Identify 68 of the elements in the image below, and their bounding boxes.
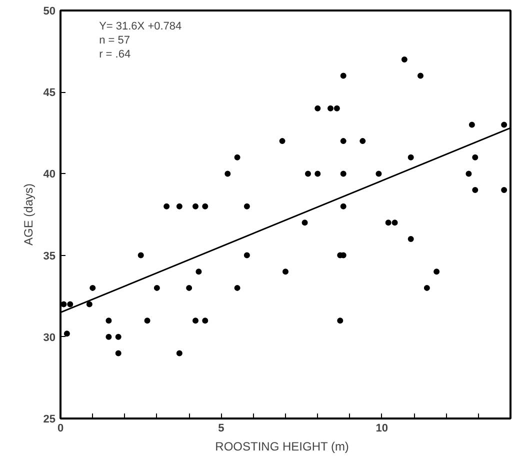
point (164, 203, 170, 210)
y-tick-label: 40 (43, 168, 56, 181)
x-tick-label: 5 (218, 422, 224, 434)
point (106, 334, 112, 340)
point (408, 154, 414, 160)
annotation: Y= 31.6X +0.784 (99, 20, 182, 32)
annotation: n = 57 (99, 34, 130, 46)
x-axis-title: ROOSTING HEIGHT (m) (215, 440, 349, 454)
point (192, 318, 198, 324)
point (144, 318, 150, 324)
point (392, 220, 398, 226)
point (67, 301, 74, 308)
point (234, 154, 240, 160)
point (154, 284, 160, 291)
point (376, 170, 382, 177)
point (192, 203, 198, 210)
point (501, 122, 508, 128)
point (408, 236, 414, 242)
y-axis-title: AGE (days) (21, 183, 36, 246)
point (472, 187, 478, 194)
annotation: r = .64 (99, 48, 131, 60)
point (401, 56, 408, 62)
point (340, 72, 346, 79)
point (302, 220, 308, 226)
point (337, 318, 344, 324)
point (64, 330, 70, 337)
y-tick-label: 25 (43, 414, 56, 426)
point (385, 220, 392, 226)
point (115, 350, 122, 356)
y-tick-label: 50 (43, 6, 56, 18)
point (279, 138, 286, 144)
point (90, 284, 96, 291)
point (202, 203, 208, 210)
point (234, 284, 240, 291)
point (424, 284, 430, 291)
point (202, 318, 208, 324)
point (186, 284, 192, 291)
point (314, 105, 321, 112)
point (176, 350, 182, 356)
x-tick-label: 10 (376, 422, 388, 434)
point (340, 170, 346, 177)
point (472, 154, 478, 160)
point (282, 268, 288, 275)
point (434, 268, 440, 275)
y-tick-label: 35 (43, 250, 56, 262)
y-tick-label: 45 (43, 87, 56, 100)
point (466, 170, 472, 177)
point (115, 334, 122, 340)
point (305, 170, 311, 177)
point (244, 252, 250, 258)
point (138, 252, 144, 258)
y-tick-label: 30 (43, 332, 56, 344)
point (360, 138, 366, 144)
point (86, 301, 92, 308)
point (328, 105, 334, 112)
point (501, 187, 508, 194)
point (106, 318, 112, 324)
point (196, 268, 202, 275)
point (176, 203, 182, 210)
point (224, 170, 231, 177)
x-tick-label: 0 (57, 422, 64, 434)
point (244, 203, 250, 210)
point (340, 138, 346, 144)
point (334, 105, 340, 112)
point (468, 122, 475, 128)
point (314, 170, 321, 177)
point (418, 72, 424, 79)
point (340, 203, 346, 210)
